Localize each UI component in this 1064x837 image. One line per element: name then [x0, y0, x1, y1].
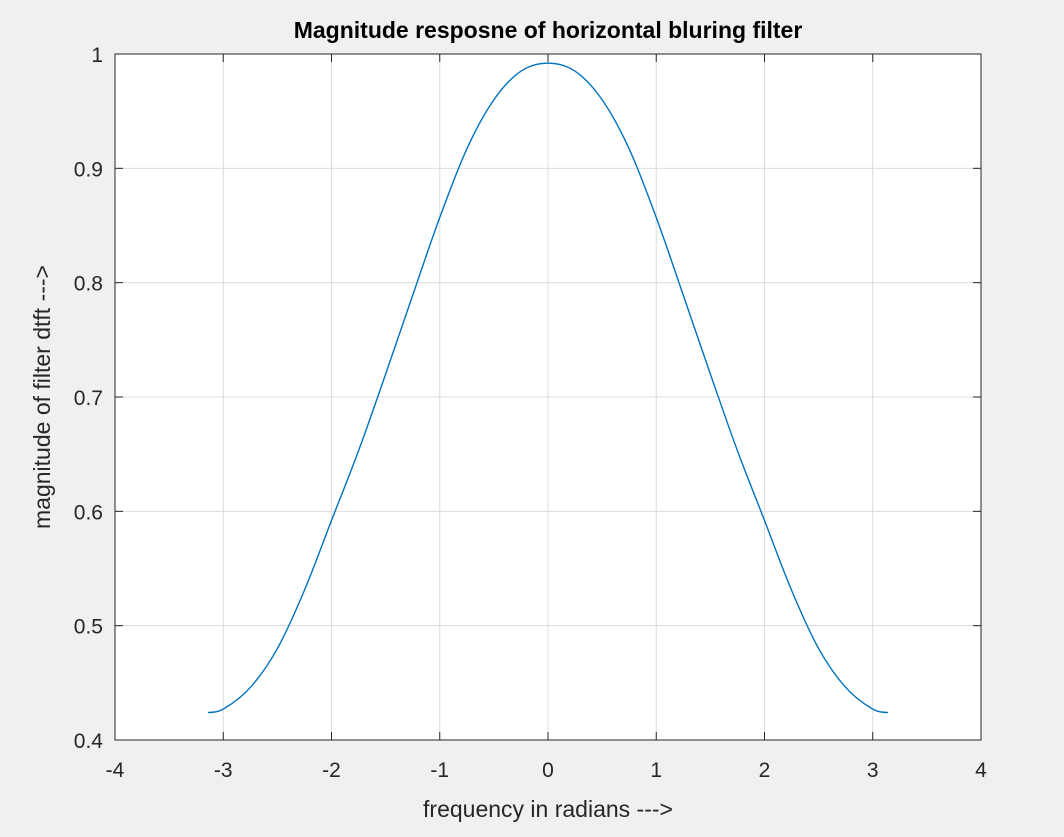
magnitude-response-line	[207, 62, 889, 714]
y-axis-label: magnitude of filter dtft --->	[29, 265, 55, 529]
x-tick-label: -3	[214, 759, 233, 782]
y-tick-label: 0.5	[74, 616, 103, 639]
x-tick-label: 4	[975, 759, 987, 782]
grid	[115, 54, 981, 740]
ticks: -4 -3 -2 -1 0 1 2 3 4 0.4 0.5 0.6 0.7 0.8 0.9 1	[74, 44, 987, 782]
y-tick-label: 0.9	[74, 158, 103, 181]
x-tick-label: 2	[759, 759, 771, 782]
x-tick-label: -1	[430, 759, 449, 782]
x-axis-label: frequency in radians --->	[423, 796, 673, 822]
y-tick-label: 0.6	[74, 501, 103, 524]
chart-title: Magnitude resposne of horizontal bluring…	[294, 17, 803, 43]
x-tick-label: 1	[650, 759, 662, 782]
y-tick-label: 0.8	[74, 273, 103, 296]
y-tick-label: 1	[91, 44, 103, 67]
y-tick-label: 0.7	[74, 387, 103, 410]
y-tick-label: 0.4	[74, 730, 104, 753]
series-layer	[207, 62, 889, 714]
x-tick-label: -2	[322, 759, 341, 782]
x-tick-label: 3	[867, 759, 879, 782]
x-tick-label: 0	[542, 759, 554, 782]
x-tick-label: -4	[106, 759, 125, 782]
